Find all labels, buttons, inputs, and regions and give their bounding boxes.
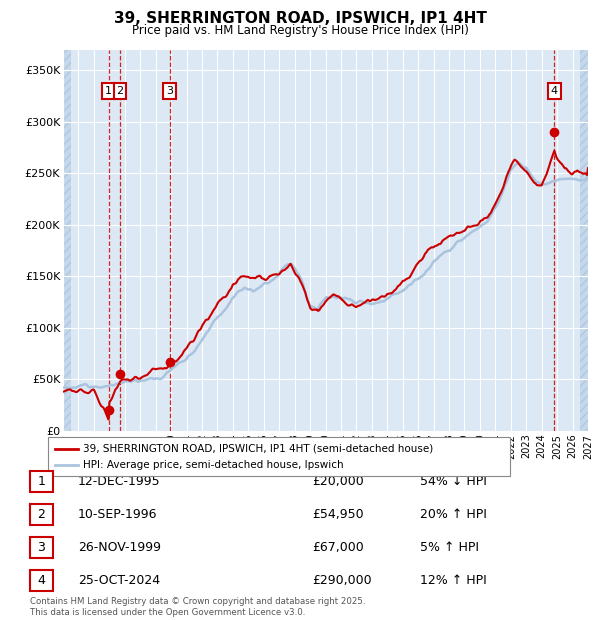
Text: £20,000: £20,000 xyxy=(312,476,364,488)
Text: 12% ↑ HPI: 12% ↑ HPI xyxy=(420,574,487,587)
Text: 20% ↑ HPI: 20% ↑ HPI xyxy=(420,508,487,521)
Text: Price paid vs. HM Land Registry's House Price Index (HPI): Price paid vs. HM Land Registry's House … xyxy=(131,24,469,37)
Text: 1: 1 xyxy=(37,476,46,488)
Text: Contains HM Land Registry data © Crown copyright and database right 2025.
This d: Contains HM Land Registry data © Crown c… xyxy=(30,598,365,617)
Text: 54% ↓ HPI: 54% ↓ HPI xyxy=(420,476,487,488)
Text: £290,000: £290,000 xyxy=(312,574,371,587)
Text: 2: 2 xyxy=(37,508,46,521)
Text: 3: 3 xyxy=(37,541,46,554)
Text: 3: 3 xyxy=(166,86,173,96)
Text: HPI: Average price, semi-detached house, Ipswich: HPI: Average price, semi-detached house,… xyxy=(83,460,343,470)
Text: £67,000: £67,000 xyxy=(312,541,364,554)
Text: 5% ↑ HPI: 5% ↑ HPI xyxy=(420,541,479,554)
Text: £54,950: £54,950 xyxy=(312,508,364,521)
Text: 25-OCT-2024: 25-OCT-2024 xyxy=(78,574,160,587)
Text: 10-SEP-1996: 10-SEP-1996 xyxy=(78,508,157,521)
Bar xyxy=(63,50,71,431)
Text: 26-NOV-1999: 26-NOV-1999 xyxy=(78,541,161,554)
Text: 39, SHERRINGTON ROAD, IPSWICH, IP1 4HT (semi-detached house): 39, SHERRINGTON ROAD, IPSWICH, IP1 4HT (… xyxy=(83,444,433,454)
Text: 1: 1 xyxy=(105,86,112,96)
Text: 4: 4 xyxy=(551,86,558,96)
Text: 39, SHERRINGTON ROAD, IPSWICH, IP1 4HT: 39, SHERRINGTON ROAD, IPSWICH, IP1 4HT xyxy=(113,11,487,25)
Text: 4: 4 xyxy=(37,574,46,587)
Bar xyxy=(580,50,588,431)
Text: 12-DEC-1995: 12-DEC-1995 xyxy=(78,476,161,488)
Text: 2: 2 xyxy=(116,86,124,96)
